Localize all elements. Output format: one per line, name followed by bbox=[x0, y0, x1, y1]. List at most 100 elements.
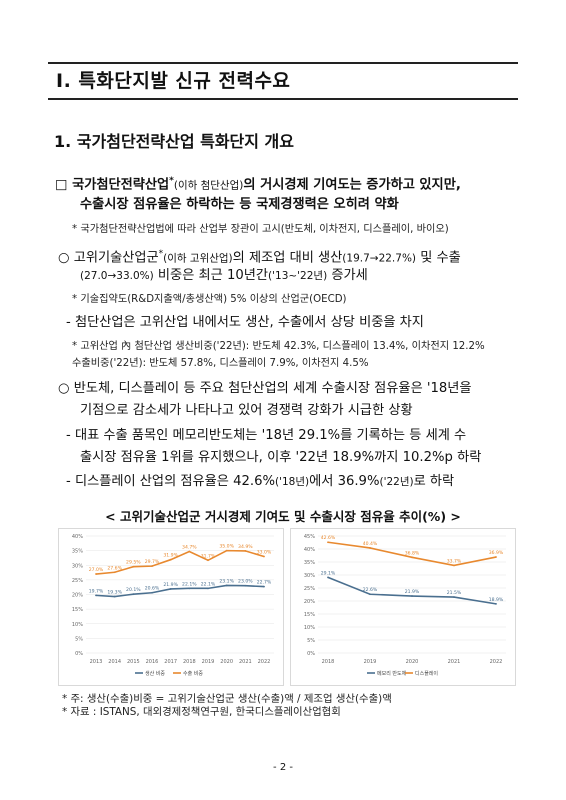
legend-label: 수출 비중 bbox=[183, 670, 203, 677]
y-tick-label: 15% bbox=[72, 607, 83, 613]
data-label: 29.5% bbox=[126, 560, 141, 566]
x-tick-label: 2015 bbox=[127, 659, 140, 665]
chart-frame bbox=[58, 528, 284, 686]
chart-caption: < 고위기술산업군 거시경제 기여도 및 수출시장 점유율 추이(%) > bbox=[105, 509, 461, 524]
subsection-title: 1. 국가첨단전략산업 특화단지 개요 bbox=[54, 132, 295, 151]
data-point bbox=[495, 556, 497, 558]
bullet3-dash1-line1: - 대표 수출 품목인 메모리반도체는 '18년 29.1%를 기록하는 등 세… bbox=[66, 428, 467, 443]
legend-label: 디스플레이 bbox=[415, 670, 438, 677]
data-point bbox=[225, 549, 228, 552]
data-point bbox=[369, 547, 371, 549]
data-label: 20.1% bbox=[126, 587, 141, 593]
data-label: 29.1% bbox=[321, 570, 336, 576]
x-tick-label: 2013 bbox=[90, 659, 103, 665]
bullet3-line1: ○ 반도체, 디스플레이 등 주요 첨단산업의 세계 수출시장 점유율은 '18… bbox=[58, 381, 472, 396]
bullet2-note2-line1: * 고위산업 內 첨단산업 생산비중('22년): 반도체 42.3%, 디스플… bbox=[72, 341, 485, 352]
x-tick-label: 2016 bbox=[146, 659, 159, 665]
x-tick-label: 2020 bbox=[406, 659, 419, 665]
x-tick-label: 2020 bbox=[220, 659, 233, 665]
bullet3-line2: 기점으로 감소세가 나타나고 있어 경쟁력 강화가 시급한 상황 bbox=[80, 403, 413, 418]
footnote-definition: * 주: 생산(수출)비중 = 고위기술산업군 생산(수출)액 / 제조업 생산… bbox=[62, 693, 392, 705]
data-label: 36.8% bbox=[405, 550, 420, 556]
bullet1-note: * 국가첨단전략산업법에 따라 산업부 장관이 고시(반도체, 이차전지, 디스… bbox=[72, 224, 449, 235]
data-point bbox=[95, 594, 97, 597]
y-tick-label: 0% bbox=[307, 651, 315, 657]
y-tick-label: 0% bbox=[75, 651, 83, 657]
section-title: Ⅰ. 특화단지발 신규 전력수요 bbox=[56, 70, 291, 92]
legend-label: 생산 비중 bbox=[145, 670, 165, 677]
y-tick-label: 10% bbox=[72, 622, 83, 628]
y-tick-label: 25% bbox=[72, 578, 83, 584]
legend-label: 메모리 반도체 bbox=[377, 670, 407, 677]
x-tick-label: 2019 bbox=[202, 659, 215, 665]
data-point bbox=[132, 565, 135, 568]
y-tick-label: 35% bbox=[304, 560, 315, 566]
y-tick-label: 25% bbox=[304, 586, 315, 592]
data-label: 36.9% bbox=[489, 550, 504, 556]
data-label: 27.0% bbox=[89, 567, 104, 573]
data-label: 22.7% bbox=[257, 580, 272, 586]
y-tick-label: 15% bbox=[304, 612, 315, 618]
y-tick-label: 40% bbox=[72, 534, 83, 540]
x-tick-label: 2014 bbox=[108, 659, 121, 665]
data-point bbox=[188, 550, 191, 553]
data-point bbox=[244, 584, 247, 587]
bullet1-line2: 수출시장 점유율은 하락하는 등 국제경쟁력은 오히려 약화 bbox=[80, 197, 399, 212]
data-label: 31.7% bbox=[201, 553, 216, 559]
y-tick-label: 5% bbox=[75, 636, 83, 642]
data-label: 40.4% bbox=[363, 541, 378, 547]
y-tick-label: 35% bbox=[72, 549, 83, 555]
x-tick-label: 2021 bbox=[448, 659, 461, 665]
data-point bbox=[207, 587, 209, 590]
bullet2-dash: - 첨단산업은 고위산업 내에서도 생산, 수출에서 상당 비중을 차지 bbox=[66, 315, 424, 330]
data-label: 21.9% bbox=[405, 589, 420, 595]
data-label: 29.7% bbox=[145, 559, 160, 565]
x-tick-label: 2021 bbox=[239, 659, 252, 665]
series-line-2 bbox=[95, 549, 265, 575]
data-point bbox=[132, 593, 135, 596]
data-label: 22.1% bbox=[201, 581, 216, 587]
data-label: 23.1% bbox=[219, 578, 234, 584]
y-tick-label: 40% bbox=[304, 547, 315, 553]
data-point bbox=[453, 596, 455, 598]
x-tick-label: 2022 bbox=[490, 659, 503, 665]
data-label: 34.9% bbox=[238, 544, 253, 550]
y-tick-label: 30% bbox=[304, 573, 315, 579]
x-tick-label: 2022 bbox=[258, 659, 271, 665]
y-tick-label: 5% bbox=[307, 638, 315, 644]
data-label: 20.6% bbox=[145, 586, 160, 592]
data-label: 23.0% bbox=[238, 579, 253, 585]
data-point bbox=[263, 555, 265, 558]
section-title-box bbox=[48, 62, 518, 100]
data-label: 33.7% bbox=[447, 558, 462, 564]
y-tick-label: 30% bbox=[72, 563, 83, 569]
y-tick-label: 20% bbox=[304, 599, 315, 605]
data-point bbox=[207, 559, 209, 562]
bullet2-note2-line2: 수출비중('22년): 반도체 57.8%, 디스플레이 7.9%, 이차전지 … bbox=[72, 358, 369, 369]
data-label: 22.1% bbox=[182, 581, 197, 587]
data-point bbox=[244, 550, 247, 552]
data-point bbox=[151, 565, 153, 568]
bullet2-line2: (27.0→33.0%) 비중은 최근 10년간('13~'22년) 증가세 bbox=[80, 268, 368, 283]
data-label: 18.9% bbox=[489, 597, 504, 603]
data-point bbox=[327, 576, 329, 579]
data-point bbox=[113, 595, 116, 598]
data-point bbox=[453, 564, 455, 567]
x-tick-label: 2017 bbox=[164, 659, 177, 665]
data-point bbox=[225, 584, 228, 587]
y-tick-label: 45% bbox=[304, 534, 315, 540]
x-tick-label: 2019 bbox=[364, 659, 377, 665]
data-label: 22.6% bbox=[363, 587, 378, 593]
y-tick-label: 10% bbox=[304, 625, 315, 631]
data-label: 35.0% bbox=[219, 544, 234, 550]
production-export-share-chart: 0% 5% 10% 15% 20% 25% 30% 35% 40% 2013 2014 2015 201… bbox=[58, 528, 284, 686]
data-label: 21.5% bbox=[447, 590, 462, 596]
x-tick-label: 2018 bbox=[183, 659, 196, 665]
bullet3-dash1-line2: 출시장 점유율 1위를 유지했으나, 이후 '22년 18.9%까지 10.2%… bbox=[80, 450, 482, 465]
data-point bbox=[151, 591, 153, 594]
footnote-source: * 자료 : ISTANS, 대외경제정책연구원, 한국디스플레이산업협회 bbox=[62, 706, 341, 718]
data-point bbox=[95, 573, 97, 575]
data-label: 33.0% bbox=[257, 549, 272, 555]
data-label: 19.3% bbox=[107, 590, 122, 596]
bullet3-dash2: - 디스플레이 산업의 점유율은 42.6%('18년)에서 36.9%('22… bbox=[66, 474, 455, 489]
